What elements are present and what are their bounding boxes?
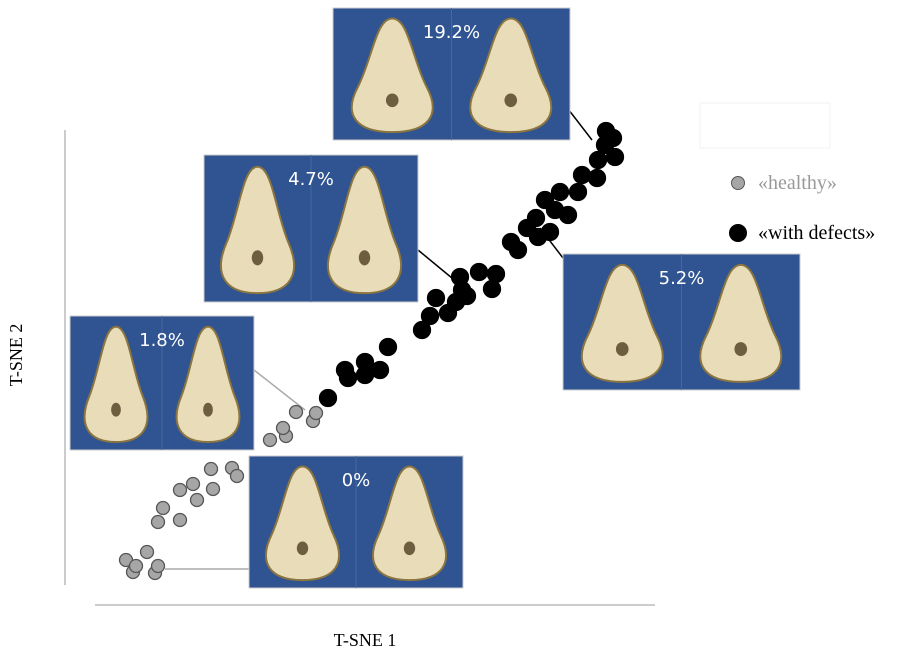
point — [589, 170, 606, 187]
point — [452, 269, 469, 286]
point — [542, 224, 559, 241]
point — [290, 406, 303, 419]
point — [205, 463, 218, 476]
pear-core — [404, 541, 415, 555]
legend-label: «with defects» — [758, 222, 875, 244]
point — [310, 407, 323, 420]
pear-core — [252, 250, 263, 265]
point — [157, 502, 170, 515]
point — [422, 308, 439, 325]
pear-core — [297, 541, 308, 555]
pear-core — [616, 342, 629, 356]
inset: 0% — [249, 456, 463, 588]
inset-label: 4.7% — [288, 169, 334, 190]
point — [277, 422, 290, 435]
legend-label: «healthy» — [758, 172, 837, 194]
point — [459, 288, 476, 305]
inset: 19.2% — [333, 8, 570, 140]
point — [174, 484, 187, 497]
point — [174, 514, 187, 527]
pear-core — [111, 403, 121, 417]
point — [528, 210, 545, 227]
inset-label: 19.2% — [423, 22, 480, 43]
point — [597, 137, 614, 154]
pear-core — [504, 93, 517, 107]
point — [574, 167, 591, 184]
chart: T-SNE 1 T-SNE 2 19.2% 4.7% 1.8% 0% 5.2% «heal… — [0, 0, 910, 655]
point — [141, 546, 154, 559]
point — [372, 362, 389, 379]
legend-marker — [730, 225, 747, 242]
point — [152, 516, 165, 529]
point — [187, 478, 200, 491]
pear-core — [359, 250, 370, 265]
point — [510, 242, 527, 259]
inset: 5.2% — [563, 254, 800, 390]
pear-core — [203, 403, 213, 417]
inset: 4.7% — [204, 155, 418, 302]
point — [570, 184, 587, 201]
point — [560, 207, 577, 224]
point — [207, 483, 220, 496]
point — [471, 264, 488, 281]
point — [340, 370, 357, 387]
point — [231, 470, 244, 483]
point — [191, 494, 204, 507]
legend-marker — [732, 177, 745, 190]
x-axis-label: T-SNE 1 — [334, 630, 397, 650]
inset-label: 0% — [342, 470, 371, 491]
pear-core — [386, 93, 399, 107]
point — [552, 184, 569, 201]
point — [380, 339, 397, 356]
point — [130, 560, 143, 573]
pear-core — [734, 342, 747, 356]
point — [488, 266, 505, 283]
inset-label: 5.2% — [659, 268, 705, 289]
point — [428, 290, 445, 307]
point — [152, 560, 165, 573]
point — [320, 390, 337, 407]
inset: 1.8% — [70, 316, 254, 450]
legend-box — [700, 103, 830, 148]
inset-label: 1.8% — [139, 330, 185, 351]
point — [264, 434, 277, 447]
point — [484, 281, 501, 298]
y-axis-label: T-SNE 2 — [6, 324, 26, 387]
